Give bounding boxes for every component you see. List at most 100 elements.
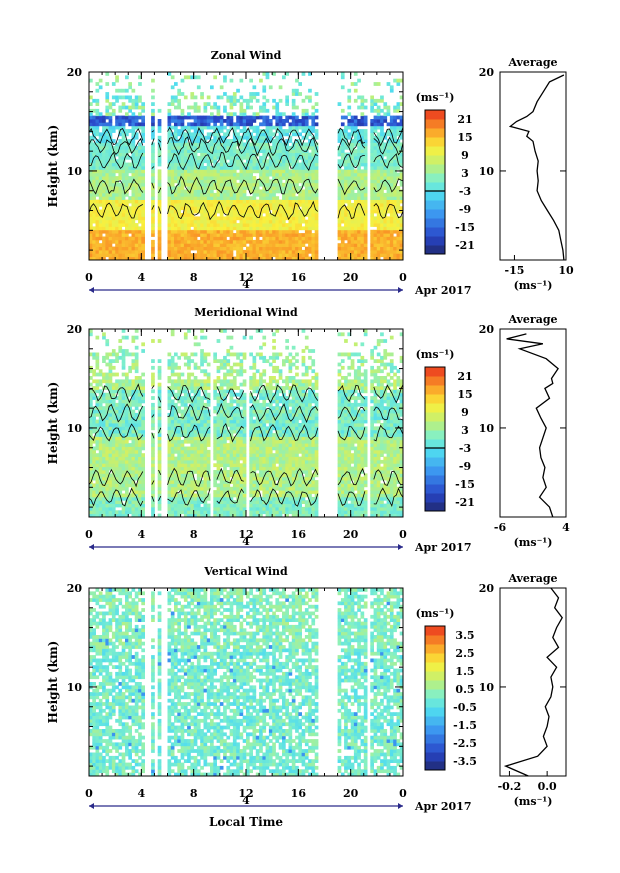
heatmap-cell [131,352,136,357]
heatmap-cell [350,115,355,120]
heatmap-cell [180,233,185,237]
heatmap-cell [95,219,100,224]
heatmap-cell [177,233,181,237]
heatmap-cell [262,102,267,106]
heatmap-cell [376,149,381,153]
heatmap-cell [226,249,231,254]
heatmap-cell [174,132,178,137]
heatmap-cell [229,166,234,170]
colorbar-segment [425,182,445,192]
heatmap-cell [340,72,345,76]
heatmap-cell [278,119,283,123]
heatmap-cell [252,223,257,227]
heatmap-cell [111,446,116,451]
heatmap-cell [102,186,106,190]
heatmap-cell [314,132,319,137]
heatmap-cell [190,199,195,204]
heatmap-cell [291,152,296,157]
heatmap-cell [180,253,185,258]
heatmap-cell [262,199,267,204]
heatmap-cell [128,219,132,224]
heatmap-cell [206,253,211,258]
heatmap-cell [399,243,404,247]
heatmap-cell [128,142,132,147]
heatmap-cell [138,192,142,197]
heatmap-cell [262,229,267,234]
heatmap-cell [295,209,299,214]
heatmap-cell [242,239,247,244]
heatmap-cell [236,199,240,204]
heatmap-cell [180,159,185,164]
heatmap-cell [128,145,132,150]
heatmap-cell [190,459,195,464]
heatmap-cell [134,429,139,434]
heatmap-cell [340,229,345,234]
heatmap-cell [376,219,381,224]
heatmap-cell [373,192,378,197]
heatmap-cell [157,176,162,180]
heatmap-cell [311,189,316,194]
heatmap-cell [167,459,172,464]
heatmap-cell [196,209,201,214]
heatmap-cell [89,179,93,184]
heatmap-cell [167,429,172,434]
heatmap-cell [121,362,126,367]
heatmap-cell [118,159,123,164]
heatmap-cell [131,476,136,481]
heatmap-cell [383,256,388,261]
heatmap-cell [203,192,208,197]
heatmap-cell [170,253,175,258]
heatmap-cell [111,392,116,397]
heatmap-cell [370,236,374,241]
heatmap-cell [170,145,175,150]
heatmap-cell [118,253,123,258]
heatmap-cell [187,233,191,237]
heatmap-cell [396,206,401,211]
heatmap-cell [180,446,185,451]
heatmap-cell [376,202,381,207]
heatmap-cell [167,496,172,501]
heatmap-cell [301,202,306,207]
heatmap-cell [121,349,126,353]
heatmap-cell [111,416,116,421]
heatmap-cell [340,186,345,190]
heatmap-cell [350,145,355,150]
heatmap-cell [92,108,96,113]
heatmap-cell [213,145,217,150]
heatmap-cell [347,192,352,197]
heatmap-cell [141,115,145,120]
heatmap-cell [92,246,96,251]
heatmap-cell [259,253,263,258]
heatmap-cell [337,132,342,137]
heatmap-cell [125,506,129,511]
heatmap-cell [102,332,106,337]
heatmap-cell [360,246,365,251]
heatmap-cell [262,249,267,254]
heatmap-cell [118,155,123,160]
heatmap-cell [89,503,93,508]
heatmap-cell [206,172,211,177]
heatmap-cell [157,169,162,174]
heatmap-cell [141,108,145,113]
heatmap-cell [187,416,191,421]
heatmap-cell [275,223,280,227]
heatmap-cell [308,209,312,214]
heatmap-cell [118,249,123,254]
heatmap-cell [187,145,191,150]
heatmap-cell [134,119,139,123]
heatmap-cell [357,256,361,261]
heatmap-cell [118,246,123,251]
heatmap-cell [383,152,388,157]
heatmap-cell [226,98,231,103]
colorbar-segment [425,200,445,210]
heatmap-cell [131,122,136,127]
heatmap-cell [177,202,181,207]
heatmap-cell [98,189,103,194]
heatmap-cell [272,199,276,204]
heatmap-cell [242,115,247,120]
heatmap-cell [360,162,365,167]
heatmap-cell [357,246,361,251]
heatmap-cell [89,78,93,83]
heatmap-cell [95,352,100,357]
heatmap-cell [92,119,96,123]
